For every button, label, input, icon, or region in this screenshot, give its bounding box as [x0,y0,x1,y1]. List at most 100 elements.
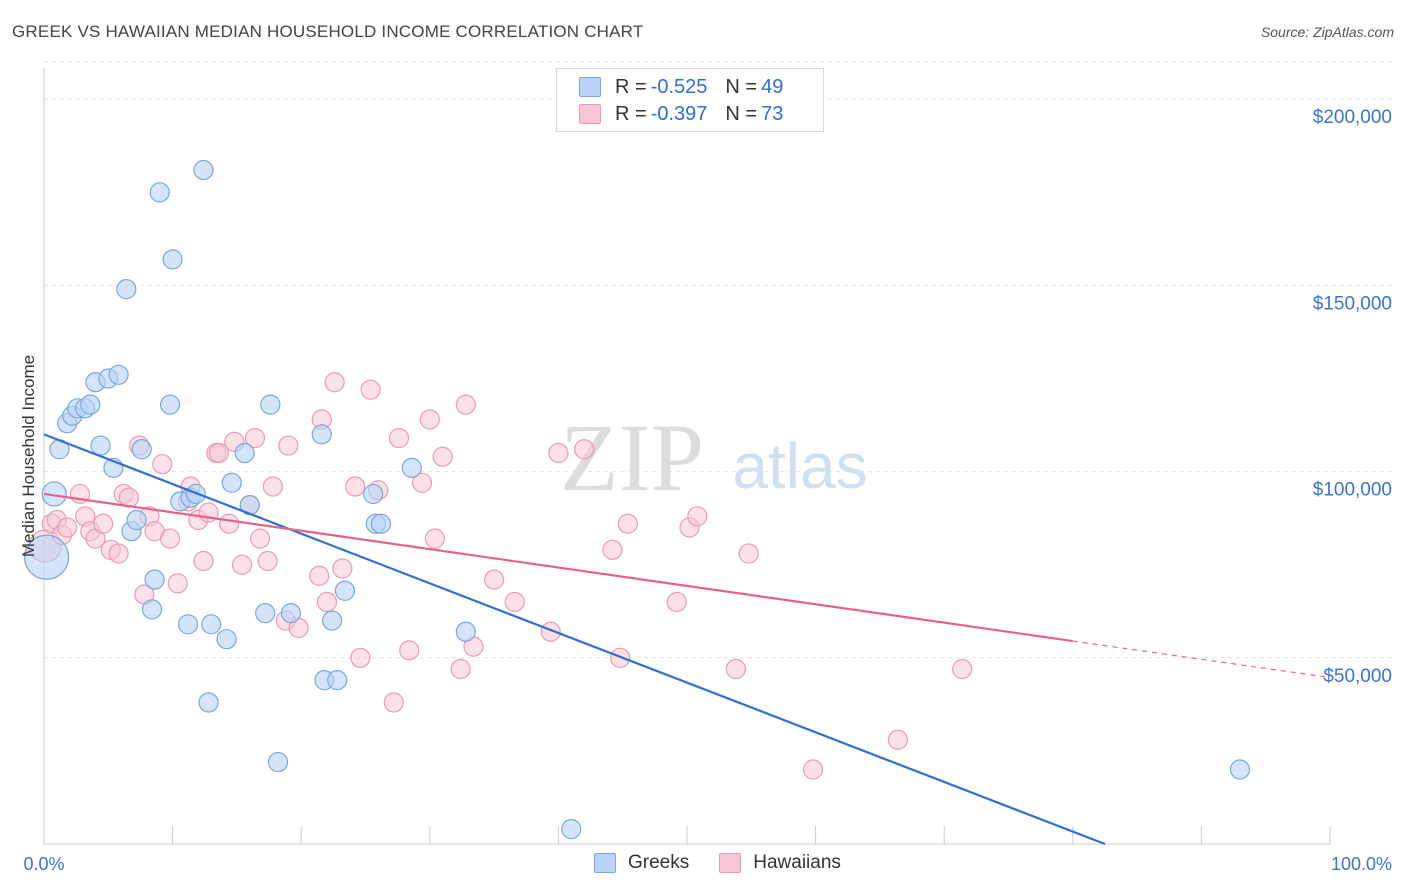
legend-swatch-greeks [579,77,601,97]
point-greeks [455,621,476,642]
point-greeks [260,394,281,415]
series-legend: Greeks Hawaiians [594,852,871,874]
series-legend-greeks[interactable]: Greeks [594,852,689,874]
point-greeks [108,364,129,385]
point-hawaiians [617,513,638,534]
point-hawaiians [57,517,78,538]
trend-line-greeks [43,433,1106,846]
y-tick-label: $100,000 [1313,480,1392,501]
point-hawaiians [93,513,114,534]
point-hawaiians [219,513,240,534]
point-hawaiians [450,658,471,680]
point-hawaiians [484,569,505,590]
point-hawaiians [167,573,188,594]
point-greeks [149,182,170,203]
point-greeks [216,629,237,650]
point-hawaiians [152,454,173,475]
point-greeks [23,534,70,580]
point-greeks [311,424,332,445]
point-hawaiians [725,658,746,680]
legend-r-value-greeks: -0.525 [650,75,708,98]
point-greeks [80,394,101,415]
point-hawaiians [411,472,433,493]
point-greeks [131,439,152,460]
series-label-hawaiians: Hawaiians [753,852,841,873]
point-greeks [363,483,384,505]
point-greeks [1229,759,1251,780]
point-hawaiians [332,558,353,579]
point-greeks [159,394,181,415]
y-tick-label: $50,000 [1323,666,1392,687]
legend-row-hawaiians: R = -0.397 N = 73 [579,101,783,127]
legend-n-label: N = [725,102,758,125]
point-greeks [198,692,219,713]
legend-r-value-hawaiians: -0.397 [650,102,708,125]
point-hawaiians [399,640,420,661]
y-tick-label: $200,000 [1313,107,1392,128]
point-hawaiians [887,729,909,750]
x-tick-label: 0.0% [23,854,64,874]
point-greeks [370,513,392,534]
point-hawaiians [602,539,623,560]
series-legend-hawaiians[interactable]: Hawaiians [719,852,841,874]
y-axis-label: Median Household Income [19,355,38,557]
point-hawaiians [208,442,229,464]
series-swatch-hawaiians [719,853,742,873]
point-greeks [162,249,183,270]
legend-swatch-hawaiians [579,104,601,124]
point-hawaiians [504,591,525,613]
point-greeks [327,670,348,691]
series-label-greeks: Greeks [628,852,690,873]
point-hawaiians [257,550,278,572]
legend-r-label: R = [615,102,647,125]
legend-n-label: N = [725,75,758,98]
point-hawaiians [388,428,410,449]
trend-lines [43,433,1331,846]
series-swatch-greeks [594,853,616,873]
legend-row-greeks: R = -0.525 N = 49 [579,74,783,100]
point-hawaiians [548,442,569,464]
watermark-atlas: atlas [732,430,867,502]
point-hawaiians [159,528,181,549]
point-greeks [144,569,165,590]
point-hawaiians [360,379,381,400]
point-greeks [141,599,163,620]
point-hawaiians [309,565,330,586]
point-greeks [234,442,255,464]
point-hawaiians [419,409,440,430]
point-hawaiians [666,591,687,613]
trend-line-hawaiians [43,492,1073,643]
axes [43,68,1331,845]
point-greeks [401,457,422,478]
point-greeks [201,614,222,635]
point-greeks [177,614,199,635]
x-tick-label: 100.0% [1331,854,1392,874]
point-greeks [90,435,111,456]
point-hawaiians [952,658,973,680]
tick-labels: $50,000 $100,000 $150,000 $200,000 0.0% 100.0… [23,107,1392,874]
point-greeks [267,751,289,773]
point-hawaiians [316,591,338,613]
point-hawaiians [424,528,446,549]
point-hawaiians [231,554,253,575]
point-greeks [255,603,276,624]
point-hawaiians [193,550,214,572]
point-greeks [193,159,214,181]
point-greeks [221,472,242,493]
y-tick-label: $150,000 [1313,293,1392,314]
point-hawaiians [383,692,404,713]
point-greeks [126,509,147,531]
point-hawaiians [687,506,708,527]
point-hawaiians [738,543,759,564]
point-hawaiians [262,476,284,497]
point-hawaiians [802,759,824,780]
point-greeks [321,610,343,631]
legend-r-label: R = [615,75,647,98]
trend-line-hawaiians-extension [1072,640,1331,679]
point-hawaiians [108,543,129,564]
point-hawaiians [432,446,453,467]
point-greeks [116,279,137,300]
chart-title: GREEK VS HAWAIIAN MEDIAN HOUSEHOLD INCOM… [12,22,644,41]
point-greeks [561,819,582,840]
